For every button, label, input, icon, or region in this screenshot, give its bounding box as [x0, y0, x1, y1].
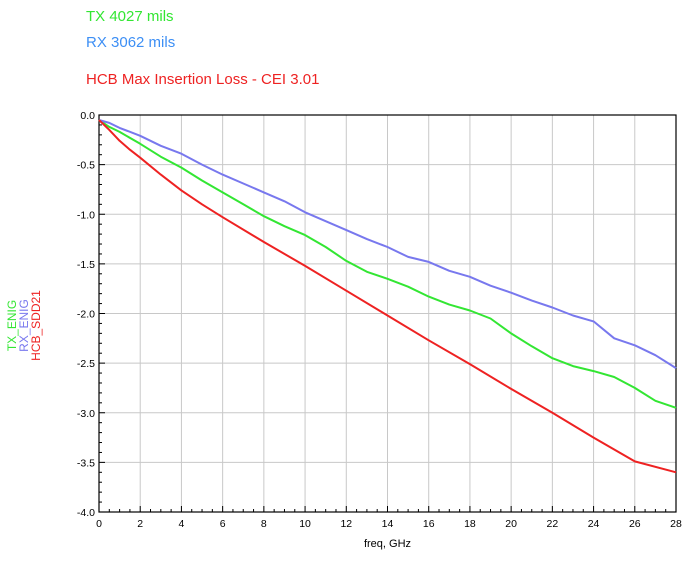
- series: [98, 119, 677, 474]
- y-axis-label: TX_ENIGRX_ENIGHCB_SDD21: [5, 290, 43, 361]
- legend-hcb: HCB Max Insertion Loss - CEI 3.01: [86, 71, 320, 88]
- series-line-rx-enig: [98, 119, 677, 369]
- y-label-part-rx-enig: RX_ENIG: [17, 299, 31, 352]
- series-line-hcb-sdd21: [98, 119, 677, 474]
- y-tick-label-4: -2.0: [77, 309, 95, 321]
- x-tick-label-13: 26: [629, 518, 641, 530]
- x-tick-label-12: 24: [588, 518, 600, 530]
- y-tick-labels: 0.0 -0.5 -1.0 -1.5 -2.0 -2.5 -3.0 -3.5 -4.0: [77, 110, 95, 519]
- series-line-tx-enig: [98, 119, 677, 409]
- y-tick-label-7: -3.5: [77, 457, 95, 469]
- x-tick-label-10: 20: [505, 518, 517, 530]
- x-tick-label-14: 28: [670, 518, 682, 530]
- x-tick-label-0: 0: [96, 518, 102, 530]
- x-tick-label-8: 16: [423, 518, 435, 530]
- y-tick-label-5: -2.5: [77, 358, 95, 370]
- legend-tx: TX 4027 mils: [86, 8, 174, 25]
- x-tick-label-4: 8: [261, 518, 267, 530]
- y-tick-label-1: -0.5: [77, 160, 95, 172]
- x-tick-label-9: 18: [464, 518, 476, 530]
- x-tick-labels: 0 2 4 6 8 10 12 14 16 18 20 22 24 26 28: [96, 518, 682, 530]
- x-tick-label-11: 22: [547, 518, 559, 530]
- x-tick-label-5: 10: [299, 518, 311, 530]
- x-tick-label-3: 6: [220, 518, 226, 530]
- y-tick-label-6: -3.0: [77, 408, 95, 420]
- x-tick-label-6: 12: [340, 518, 352, 530]
- y-label-part-hcb-sdd21: HCB_SDD21: [29, 290, 43, 361]
- plot-frame: [98, 114, 677, 513]
- x-tick-label-1: 2: [137, 518, 143, 530]
- x-tick-label-2: 4: [179, 518, 185, 530]
- y-label-part-tx-enig: TX_ENIG: [5, 300, 19, 351]
- x-axis-label: freq, GHz: [364, 538, 411, 550]
- grid: [98, 114, 677, 513]
- y-tick-label-2: -1.0: [77, 209, 95, 221]
- x-tick-label-7: 14: [382, 518, 394, 530]
- y-tick-label-8: -4.0: [77, 507, 95, 519]
- y-tick-label-3: -1.5: [77, 259, 95, 271]
- y-tick-label-0: 0.0: [80, 110, 95, 122]
- legend-rx: RX 3062 mils: [86, 34, 176, 51]
